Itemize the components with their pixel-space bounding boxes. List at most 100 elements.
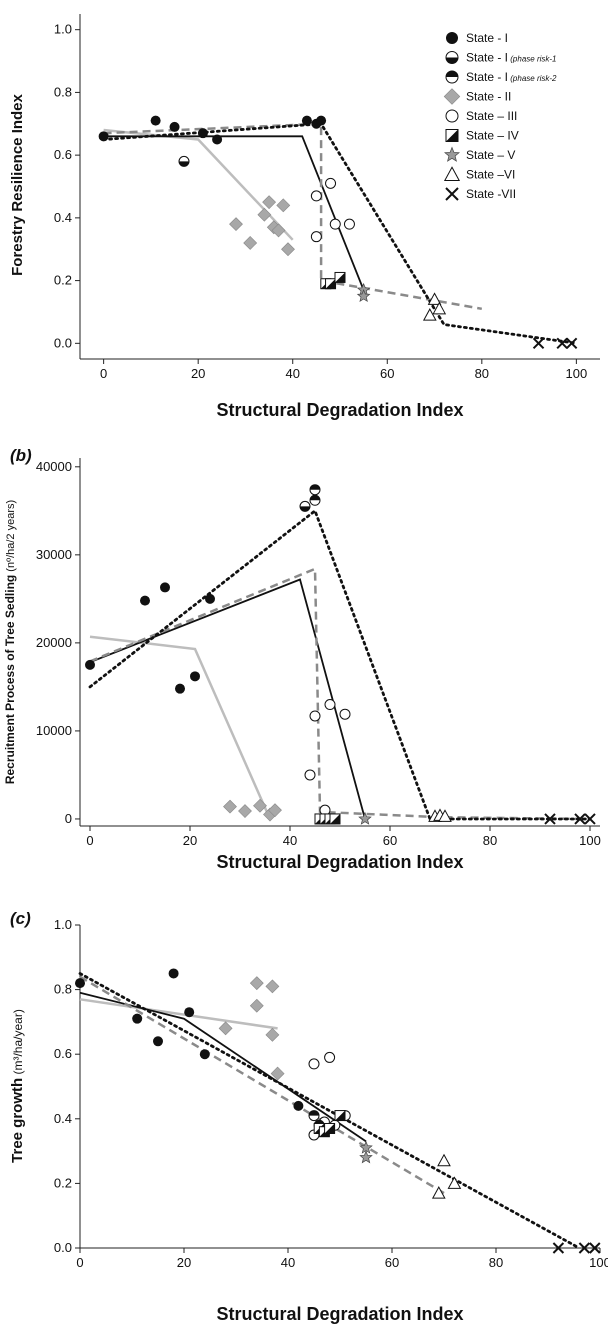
data-point-filled-circle <box>160 582 170 593</box>
y-tick-label: 30000 <box>36 547 72 562</box>
fit-line-solid-gray <box>79 998 278 1030</box>
y-tick-label: 0.6 <box>54 147 72 162</box>
data-point-filled-circle <box>175 683 185 694</box>
legend-marker-filled-circle <box>446 32 458 44</box>
legend-marker-star <box>444 146 460 162</box>
y-tick-label: 0.4 <box>54 210 72 225</box>
legend-label: State – V <box>466 148 515 162</box>
x-tick-label: 100 <box>589 1255 608 1270</box>
fit-line-solid-gray <box>103 128 294 241</box>
data-point-filled-circle <box>316 115 327 126</box>
data-point-gray-diamond <box>218 1021 233 1036</box>
legend-marker-half-circle-top <box>445 70 459 84</box>
data-point-open-circle <box>343 218 355 230</box>
data-point-gray-diamond <box>253 798 267 813</box>
fit-line-dotted-black <box>102 122 578 345</box>
data-point-filled-circle <box>150 115 161 126</box>
data-point-half-circle-bottom <box>178 155 190 167</box>
data-point-gray-diamond <box>223 799 237 814</box>
data-point-filled-circle <box>184 1007 195 1018</box>
fit-line-solid-gray <box>89 635 272 820</box>
data-point-half-square <box>334 271 346 283</box>
data-point-triangle <box>427 292 442 305</box>
data-point-half-circle-top <box>309 484 321 496</box>
data-point-gray-diamond <box>268 803 282 818</box>
y-tick-label: 0.2 <box>54 1175 72 1190</box>
y-tick-label: 10000 <box>36 723 72 738</box>
y-axis-label: Forestry Resilience Index <box>9 93 26 275</box>
data-point-open-circle <box>310 190 322 202</box>
y-tick-label: 40000 <box>36 459 72 474</box>
x-tick-label: 0 <box>76 1255 83 1270</box>
data-point-star <box>356 289 371 303</box>
x-tick-label: 60 <box>385 1255 399 1270</box>
data-point-filled-circle <box>199 1049 210 1060</box>
y-tick-label: 20000 <box>36 635 72 650</box>
legend-marker-gray-diamond <box>443 88 461 105</box>
legend-label: State - I (phase risk-2 <box>466 70 557 84</box>
y-tick-label: 0 <box>65 811 72 826</box>
legend-marker-half-circle-bottom <box>445 51 459 64</box>
data-point-half-square <box>334 1110 346 1122</box>
data-point-filled-circle <box>85 659 95 670</box>
panel-label: (c) <box>10 909 31 928</box>
data-point-cross <box>544 813 556 825</box>
x-tick-label: 20 <box>191 366 205 381</box>
data-point-gray-diamond <box>257 207 272 222</box>
y-tick-label: 0.6 <box>54 1046 72 1061</box>
data-point-open-circle <box>339 708 351 720</box>
y-axis-label: Tree growth (m³/ha/year) <box>9 1009 26 1163</box>
y-tick-label: 0.2 <box>54 273 72 288</box>
legend-label: State -VII <box>466 187 516 201</box>
data-point-half-circle-top <box>309 494 321 506</box>
legend-label: State - I <box>466 31 508 45</box>
data-point-gray-diamond <box>276 198 291 213</box>
y-tick-label: 1.0 <box>54 917 72 932</box>
data-point-triangle <box>437 1153 451 1167</box>
x-axis-label: Structural Degradation Index <box>216 1304 463 1324</box>
data-point-cross <box>574 813 586 825</box>
legend-label: State - I (phase risk-1 <box>466 51 557 65</box>
legend-label: State –VI <box>466 168 515 182</box>
data-point-cross <box>565 337 578 350</box>
data-point-open-circle <box>324 1051 336 1063</box>
data-point-filled-circle <box>190 671 200 682</box>
fit-line-dashed-gray <box>103 122 483 311</box>
data-point-gray-diamond <box>281 242 295 257</box>
data-point-gray-diamond <box>262 195 277 210</box>
data-point-gray-diamond <box>271 223 286 238</box>
data-point-open-circle <box>308 1058 320 1070</box>
data-point-half-circle-top <box>308 1110 320 1122</box>
data-point-half-square <box>324 1122 336 1134</box>
data-point-filled-circle <box>169 121 180 132</box>
data-point-filled-circle <box>205 593 215 604</box>
data-point-filled-circle <box>153 1036 163 1047</box>
fit-line-solid-black <box>79 991 367 1143</box>
data-point-triangle <box>432 301 447 315</box>
y-axis-label: Recruitment Process of Tree Sedling (nº/… <box>3 500 17 784</box>
data-point-triangle <box>422 308 437 321</box>
data-point-triangle <box>438 809 452 822</box>
y-tick-label: 0.0 <box>54 1240 72 1255</box>
data-point-filled-circle <box>212 134 223 145</box>
data-point-open-circle <box>310 231 322 243</box>
x-tick-label: 100 <box>566 366 588 381</box>
data-point-filled-circle <box>132 1013 143 1024</box>
data-point-open-circle <box>309 710 321 722</box>
data-point-cross <box>552 1242 565 1254</box>
data-point-filled-circle <box>140 595 150 606</box>
data-point-star <box>358 811 372 825</box>
x-tick-label: 40 <box>281 1255 295 1270</box>
x-tick-label: 0 <box>100 366 107 381</box>
data-point-open-circle <box>329 218 341 230</box>
panel-label: (b) <box>10 446 32 465</box>
data-point-triangle <box>431 1186 446 1199</box>
data-point-half-square <box>325 278 337 290</box>
data-point-filled-circle <box>197 128 208 139</box>
data-point-triangle <box>447 1176 462 1189</box>
x-tick-label: 80 <box>489 1255 503 1270</box>
x-tick-label: 0 <box>86 833 93 848</box>
data-point-filled-circle <box>293 1100 304 1111</box>
x-tick-label: 60 <box>380 366 394 381</box>
